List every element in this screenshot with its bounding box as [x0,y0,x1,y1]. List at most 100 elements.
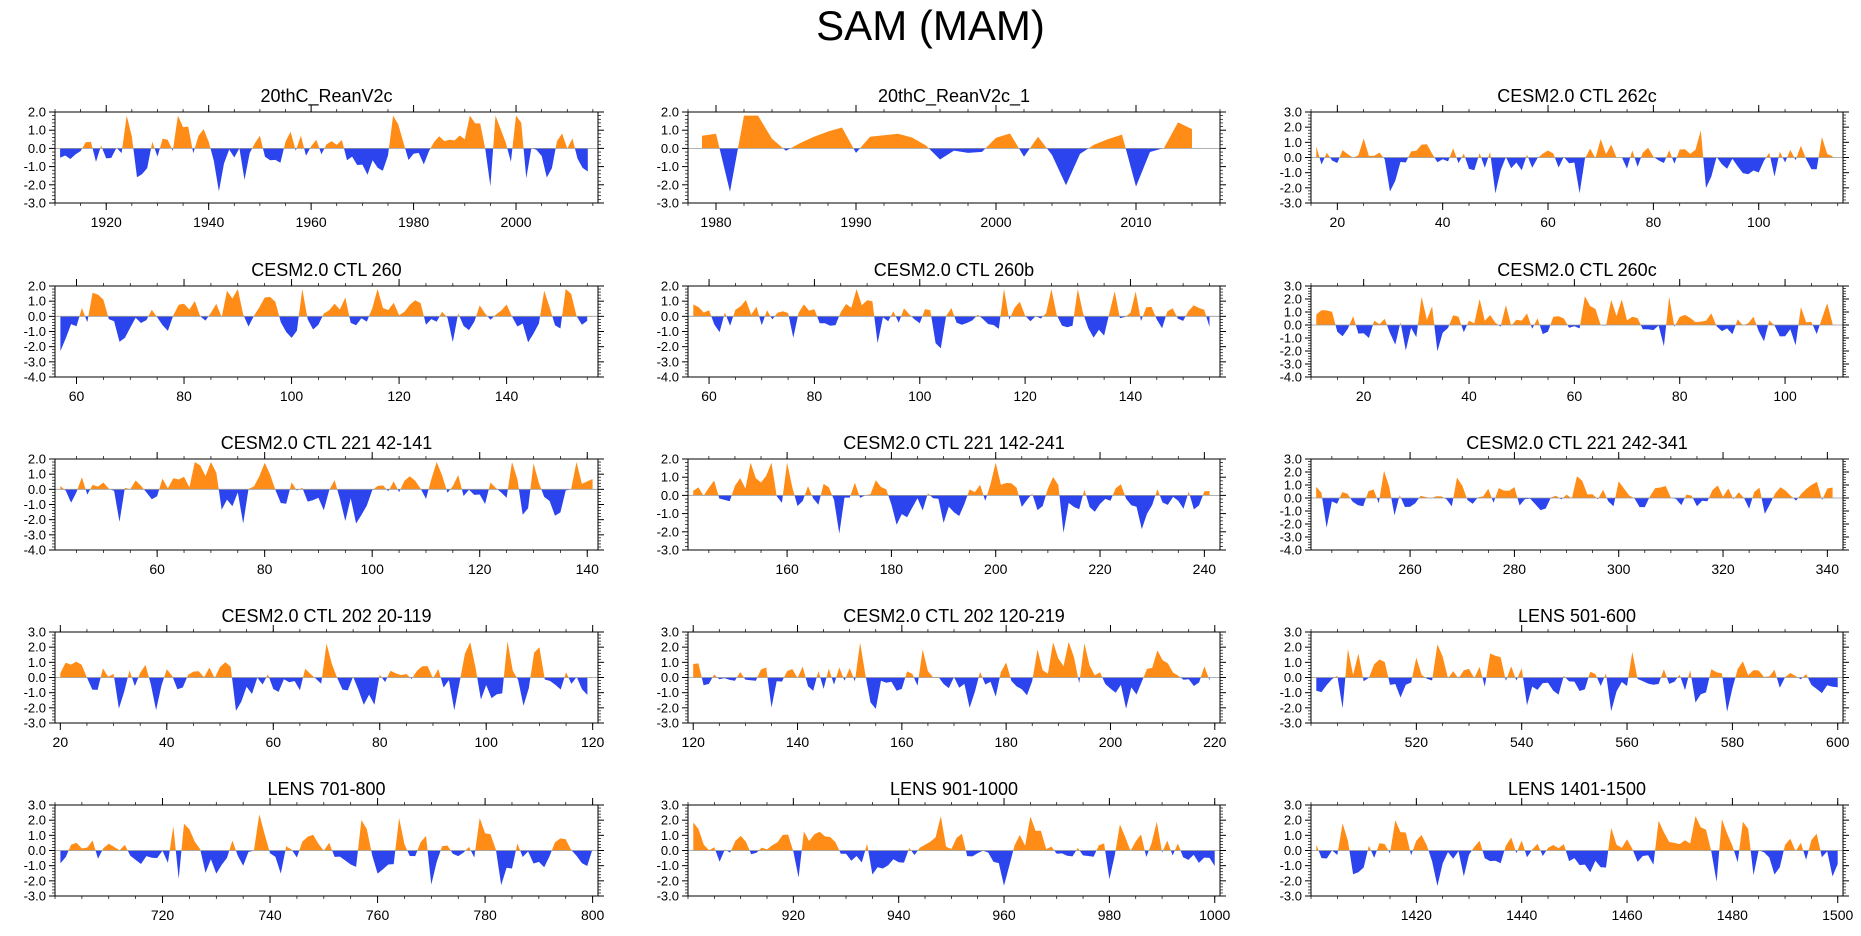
ytick-label: -2.0 [1280,344,1302,359]
ytick-label: 2.0 [661,640,679,655]
ytick-label: -3.0 [1280,357,1302,372]
plot-frame [54,285,599,378]
figure-title: SAM (MAM) [816,2,1045,49]
xtick-label: 80 [1672,388,1688,404]
ytick-label: 1.0 [661,470,679,485]
xtick-label: 120 [387,388,411,404]
panel-title: CESM2.0 CTL 202 120-219 [843,606,1064,626]
ytick-label: 3.0 [1284,279,1302,294]
xtick-label: 60 [1540,214,1556,230]
plot-frame [687,111,1221,204]
panel-title: CESM2.0 CTL 260b [874,260,1034,280]
xtick-label: 1980 [398,214,429,230]
panel-title: CESM2.0 CTL 260c [1497,260,1656,280]
negative-area [60,316,588,352]
positive-area [60,462,593,490]
xtick-label: 180 [994,734,1018,750]
ytick-label: -1.0 [657,159,679,174]
ytick-label: 0.0 [661,141,679,156]
xtick-label: 40 [159,734,175,750]
xtick-label: 1920 [91,214,122,230]
plot-frame [687,285,1221,378]
xtick-label: 2010 [1120,214,1151,230]
ytick-label: -3.0 [24,196,46,211]
xtick-label: 300 [1607,561,1631,577]
ytick-label: 2.0 [28,105,46,120]
xtick-label: 120 [581,734,605,750]
panel-title: LENS 1401-1500 [1508,779,1646,799]
xtick-label: 60 [701,388,717,404]
ytick-label: 2.0 [1284,120,1302,135]
ytick-label: -1.0 [1280,504,1302,519]
ytick-label: -2.0 [24,700,46,715]
positive-area [1316,296,1833,325]
ytick-label: 0.0 [1284,670,1302,685]
ytick-label: -3.0 [24,716,46,731]
xtick-label: 40 [1461,388,1477,404]
panel-title: LENS 901-1000 [890,779,1018,799]
ytick-label: 1.0 [1284,135,1302,150]
xtick-label: 1500 [1822,907,1853,923]
ytick-label: 0.0 [1284,491,1302,506]
ytick-label: 2.0 [1284,813,1302,828]
ytick-label: -1.0 [657,685,679,700]
panel-15: LENS 1401-1500 3.02.01.00.0-1.0-2.0-3.0 14… [1280,779,1854,923]
positive-area [693,462,1210,496]
ytick-label: -2.0 [24,873,46,888]
ytick-label: -1.0 [657,506,679,521]
ytick-label: 0.0 [661,670,679,685]
xtick-label: 540 [1510,734,1534,750]
negative-area [693,850,1215,886]
plot-frame [1310,285,1844,378]
ytick-label: 2.0 [28,279,46,294]
panel-2: 20thC_ReanV2c_1 2.0 1.0 0.0 -1.0 -2.0 -3.0 1980… [657,86,1226,230]
ytick-label: 3.0 [661,625,679,640]
negative-area [702,148,1192,192]
xtick-label: 80 [1646,214,1662,230]
ytick-label: 3.0 [1284,105,1302,120]
ytick-label: -2.0 [657,700,679,715]
positive-area [60,814,593,851]
ytick-label: -3.0 [657,716,679,731]
positive-area [1316,816,1838,851]
ytick-label: -3.0 [657,543,679,558]
ytick-label: -2.0 [24,339,46,354]
ytick-label: -1.0 [657,858,679,873]
xtick-label: 140 [495,388,519,404]
panel-title: CESM2.0 CTL 221 42-141 [221,433,432,453]
ytick-label: -3.0 [657,889,679,904]
ytick-label: -2.0 [24,512,46,527]
positive-area [693,816,1215,851]
negative-area [1316,677,1838,712]
panel-title: CESM2.0 CTL 262c [1497,86,1656,106]
xtick-label: 560 [1615,734,1639,750]
ytick-label: 0.0 [1284,150,1302,165]
xtick-label: 60 [69,388,85,404]
ytick-label: 1.0 [28,655,46,670]
negative-area [64,489,571,524]
positive-area [60,289,588,317]
negative-area [693,677,1210,709]
xtick-label: 80 [807,388,823,404]
panel-title: LENS 501-600 [1518,606,1636,626]
xtick-label: 1940 [193,214,224,230]
negative-area [1316,850,1838,886]
ytick-label: -2.0 [657,177,679,192]
ytick-label: -1.0 [1280,331,1302,346]
negative-area [711,316,1210,349]
ytick-label: 1.0 [1284,655,1302,670]
ytick-label: -3.0 [1280,889,1302,904]
xtick-label: 1420 [1401,907,1432,923]
xtick-label: 960 [992,907,1016,923]
ytick-label: -2.0 [1280,873,1302,888]
xtick-label: 180 [880,561,904,577]
panel-11: CESM2.0 CTL 202 120-2193.02.01.00.0-1.0-… [657,606,1227,750]
xtick-label: 2000 [980,214,1011,230]
ytick-label: 2.0 [661,813,679,828]
ytick-label: 3.0 [28,798,46,813]
ytick-label: -4.0 [24,370,46,385]
ytick-label: 3.0 [661,798,679,813]
xtick-label: 100 [908,388,932,404]
ytick-label: 2.0 [661,279,679,294]
